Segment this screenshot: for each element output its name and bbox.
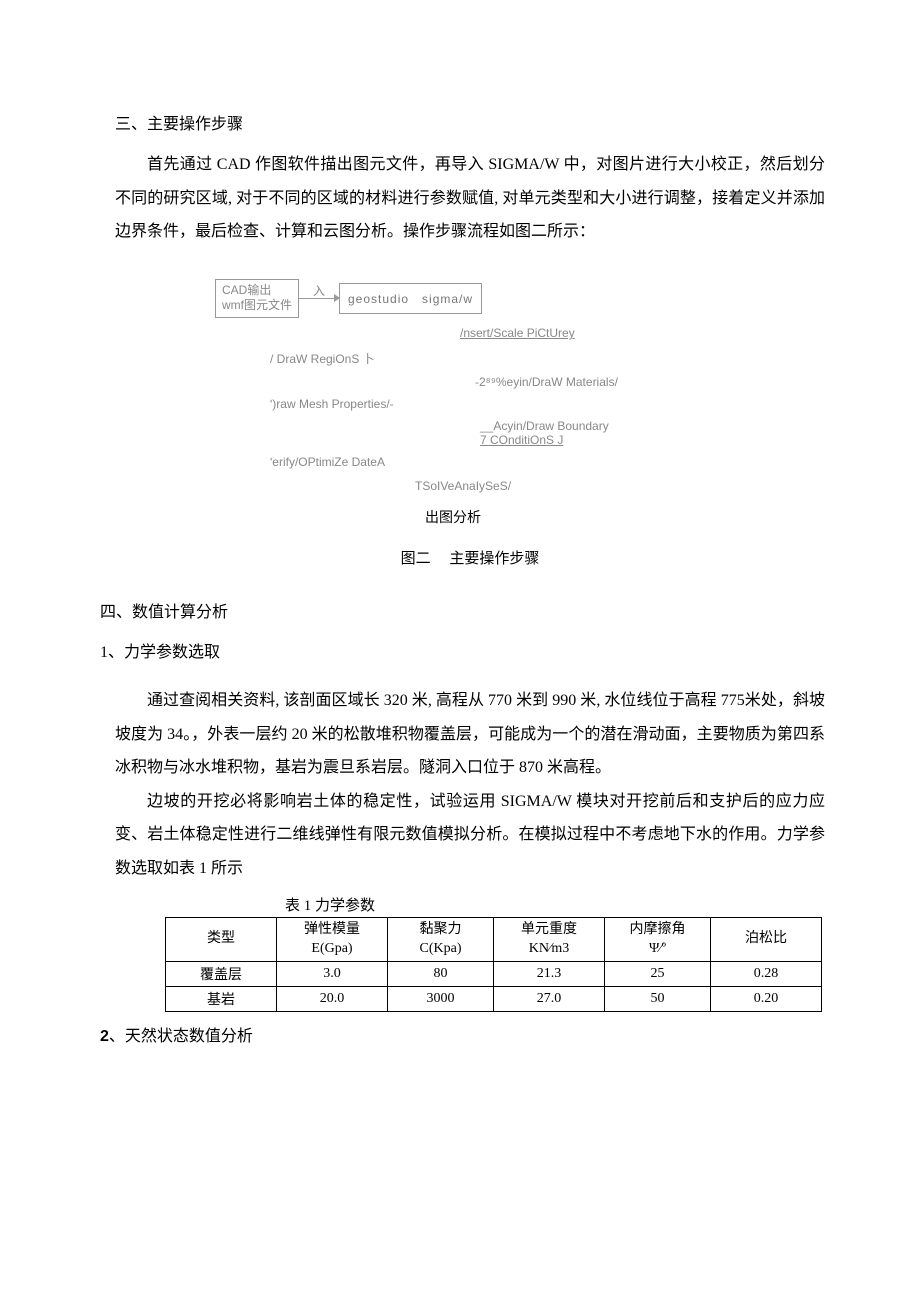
cell-c: 3000 [388, 986, 494, 1011]
section4-para1: 通过查阅相关资料, 该剖面区域长 320 米, 高程从 770 米到 990 米… [115, 684, 825, 785]
cell-gamma: 27.0 [494, 986, 605, 1011]
th-modulus-l1: 弹性模量 [304, 922, 360, 937]
section4-sub2-heading: 2、天然状态数值分析 [100, 1022, 825, 1046]
cell-nu: 0.20 [711, 986, 822, 1011]
cad-line1: CAD输出 [222, 283, 292, 299]
import-arrow: 入 [299, 298, 339, 299]
cell-nu: 0.28 [711, 961, 822, 986]
th-modulus-l2: E(Gpa) [311, 941, 352, 956]
import-label: 入 [313, 282, 325, 299]
mechanical-params-table: 类型 弹性模量 E(Gpa) 黏聚力 C(Kpa) 单元重度 KN⁄m3 内摩擦… [165, 917, 822, 1012]
section3-heading: 三、主要操作步骤 [115, 110, 825, 134]
section4-heading: 四、数值计算分析 [100, 598, 825, 622]
th-friction: 内摩擦角 Ψ⁄º [605, 917, 711, 961]
cell-e: 20.0 [277, 986, 388, 1011]
flow-top-row: CAD输出 wmf图元文件 入 geostudio sigma/w [215, 279, 825, 318]
flowchart-figure: CAD输出 wmf图元文件 入 geostudio sigma/w /nsert… [115, 279, 825, 568]
cell-phi: 25 [605, 961, 711, 986]
table-row: 覆盖层 3.0 80 21.3 25 0.28 [166, 961, 822, 986]
step-draw-regions: / DraW RegiOnS 卜 [270, 350, 825, 367]
cell-c: 80 [388, 961, 494, 986]
cell-e: 3.0 [277, 961, 388, 986]
bc-line1: __Acyin/Draw Boundary [480, 419, 825, 433]
cell-type: 覆盖层 [166, 961, 277, 986]
section4-para2: 边坡的开挖必将影响岩土体的稳定性，试验运用 SIGMA/W 模块对开挖前后和支护… [115, 785, 825, 886]
cell-gamma: 21.3 [494, 961, 605, 986]
table1-title: 表 1 力学参数 [285, 894, 825, 915]
th-cohesion-l1: 黏聚力 [420, 922, 462, 937]
th-friction-l2: Ψ⁄º [649, 941, 666, 956]
step-mesh-properties: ʹ)raw Mesh Properties/- [270, 397, 825, 411]
sub2-num: 2 [100, 1028, 109, 1045]
section4-sub1-heading: 1、力学参数选取 [100, 638, 825, 662]
geostudio-box: geostudio sigma/w [339, 283, 482, 314]
step-draw-materials: -2⁸⁹%eyin/DraW Materials/ [475, 375, 825, 389]
step-verify: ʹerify/OPtimiZe DateA [270, 455, 825, 469]
cell-phi: 50 [605, 986, 711, 1011]
th-modulus: 弹性模量 E(Gpa) [277, 917, 388, 961]
sub2-rest: 、天然状态数值分析 [109, 1028, 253, 1045]
th-cohesion: 黏聚力 C(Kpa) [388, 917, 494, 961]
document-page: 三、主要操作步骤 首先通过 CAD 作图软件描出图元文件，再导入 SIGMA/W… [0, 0, 920, 1106]
th-unitweight-l1: 单元重度 [521, 922, 577, 937]
cad-export-box: CAD输出 wmf图元文件 [215, 279, 299, 318]
cell-type: 基岩 [166, 986, 277, 1011]
bc-line2: 7 COnditiOnS J [480, 433, 825, 447]
th-cohesion-l2: C(Kpa) [420, 941, 462, 956]
table-header-row: 类型 弹性模量 E(Gpa) 黏聚力 C(Kpa) 单元重度 KN⁄m3 内摩擦… [166, 917, 822, 961]
step-solve: TSoIVeAnaIySeS/ [415, 479, 825, 493]
figure2-caption: 图二 主要操作步骤 [115, 547, 825, 568]
th-unitweight-l2: KN⁄m3 [529, 941, 569, 956]
section3-paragraph: 首先通过 CAD 作图软件描出图元文件，再导入 SIGMA/W 中，对图片进行大… [115, 148, 825, 249]
step-boundary-conditions: __Acyin/Draw Boundary 7 COnditiOnS J [480, 419, 825, 447]
th-unitweight: 单元重度 KN⁄m3 [494, 917, 605, 961]
step-output: 出图分析 [425, 507, 825, 527]
th-friction-l1: 内摩擦角 [630, 922, 686, 937]
th-type: 类型 [166, 917, 277, 961]
table-row: 基岩 20.0 3000 27.0 50 0.20 [166, 986, 822, 1011]
cad-line2: wmf图元文件 [222, 298, 292, 314]
step-insert-scale: /nsert/Scale PiCtUrey [460, 326, 825, 340]
th-poisson: 泊松比 [711, 917, 822, 961]
